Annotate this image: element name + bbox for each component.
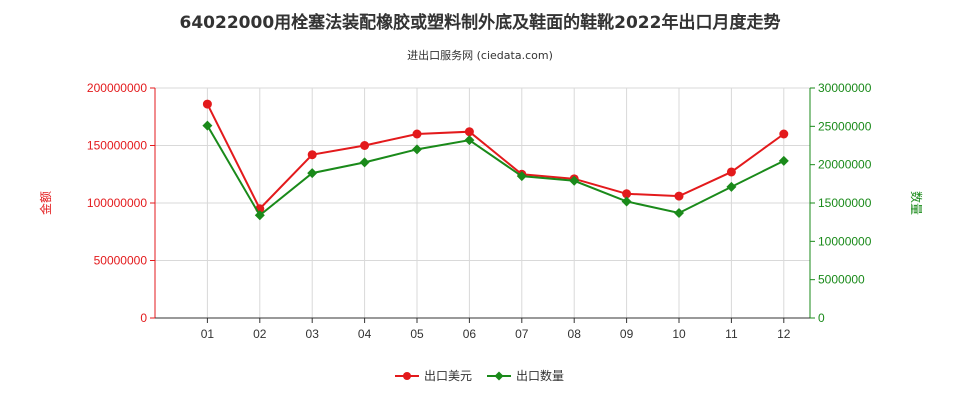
left-tick-label: 200000000 bbox=[87, 81, 147, 95]
x-tick-label: 01 bbox=[201, 327, 215, 341]
left-tick-label: 50000000 bbox=[94, 254, 148, 268]
legend-marker-1 bbox=[403, 372, 411, 380]
series-layer bbox=[202, 99, 789, 221]
data-point-2 bbox=[307, 168, 318, 179]
right-tick-label: 30000000 bbox=[818, 81, 872, 95]
x-tick-label: 08 bbox=[568, 327, 582, 341]
right-tick-label: 15000000 bbox=[818, 196, 872, 210]
right-axis-ticks: 0 5000000 10000000 15000000 20000000 25000000… bbox=[810, 81, 872, 325]
series-line-2 bbox=[206, 125, 785, 217]
left-axis-ticks: 0 50000000 100000000 150000000 200000000 bbox=[87, 81, 155, 325]
x-tick-label: 11 bbox=[725, 327, 738, 341]
right-axis-label: 数量 bbox=[909, 191, 924, 215]
right-tick-label: 10000000 bbox=[818, 234, 872, 248]
data-point-1 bbox=[622, 189, 632, 199]
data-point-1 bbox=[360, 141, 370, 150]
data-point-2 bbox=[516, 171, 527, 182]
left-tick-label: 0 bbox=[140, 311, 147, 325]
data-point-1 bbox=[674, 191, 684, 201]
right-tick-label: 25000000 bbox=[818, 119, 872, 133]
x-tick-label: 10 bbox=[672, 327, 686, 341]
right-tick-label: 0 bbox=[818, 311, 825, 325]
data-point-2 bbox=[464, 135, 475, 146]
x-tick-label: 02 bbox=[253, 327, 267, 341]
x-tick-label: 04 bbox=[358, 327, 372, 341]
data-point-1 bbox=[202, 99, 212, 109]
x-tick-label: 07 bbox=[515, 327, 529, 341]
x-tick-label: 09 bbox=[620, 327, 634, 341]
series-line-1 bbox=[206, 103, 785, 211]
data-point-2 bbox=[202, 120, 213, 131]
chart-title: 64022000用栓塞法装配橡胶或塑料制外底及鞋面的鞋靴2022年出口月度走势 bbox=[179, 13, 781, 33]
x-axis-ticks: 01 02 03 04 05 06 07 08 09 10 11 12 bbox=[201, 318, 791, 341]
data-point-2 bbox=[778, 155, 789, 166]
legend-label-1: 出口美元 bbox=[424, 369, 472, 383]
x-tick-label: 12 bbox=[777, 327, 791, 341]
data-point-2 bbox=[359, 157, 370, 168]
legend-marker-2 bbox=[494, 371, 504, 381]
left-axis-label: 金额 bbox=[38, 191, 53, 215]
data-point-2 bbox=[569, 175, 580, 186]
x-tick-label: 06 bbox=[463, 327, 477, 341]
left-tick-label: 150000000 bbox=[87, 139, 147, 153]
right-tick-label: 5000000 bbox=[818, 273, 865, 287]
data-point-1 bbox=[464, 127, 474, 137]
data-point-2 bbox=[674, 207, 684, 218]
data-point-1 bbox=[726, 167, 736, 177]
right-tick-label: 20000000 bbox=[818, 158, 872, 172]
data-point-2 bbox=[254, 210, 265, 221]
x-tick-label: 05 bbox=[410, 327, 424, 341]
data-point-2 bbox=[621, 196, 632, 207]
x-tick-label: 03 bbox=[306, 327, 320, 341]
data-point-2 bbox=[412, 144, 422, 155]
left-tick-label: 100000000 bbox=[87, 196, 147, 210]
legend[interactable]: 出口美元 出口数量 bbox=[395, 368, 564, 383]
data-point-1 bbox=[307, 150, 317, 160]
legend-label-2: 出口数量 bbox=[516, 368, 564, 383]
data-point-2 bbox=[726, 181, 737, 192]
data-point-1 bbox=[779, 129, 789, 139]
chart-subtitle: 进出口服务网 (ciedata.com) bbox=[407, 49, 553, 62]
data-point-1 bbox=[412, 129, 422, 139]
